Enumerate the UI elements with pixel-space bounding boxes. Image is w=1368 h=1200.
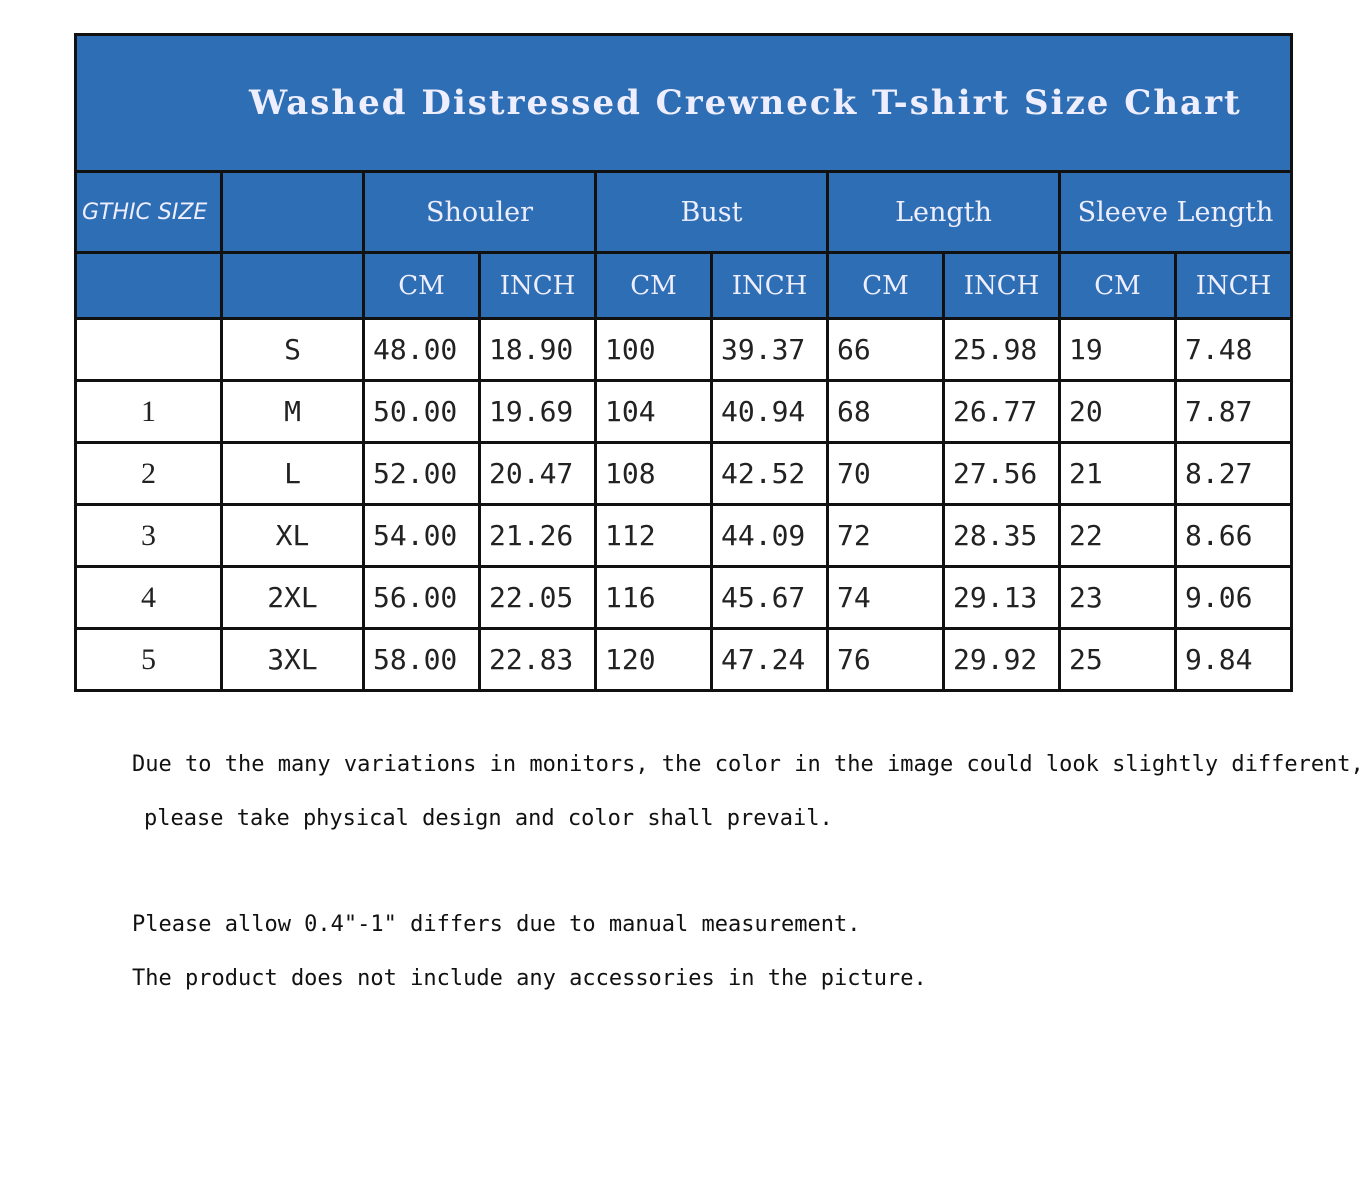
unit-header: CM (594, 251, 713, 320)
value-cell: 25 (1058, 627, 1177, 692)
empty-header (220, 170, 365, 254)
table-row: 1 M 50.00 19.69 104 40.94 68 26.77 20 7.87 (74, 379, 1294, 444)
empty-header (220, 251, 365, 320)
size-chart: Washed Distressed Crewneck T-shirt Size … (73, 33, 1294, 692)
group-bust: Bust (594, 170, 829, 254)
group-shoulder: Shouler (362, 170, 597, 254)
value-cell: 26.77 (942, 379, 1061, 444)
value-cell: 7.48 (1173, 317, 1294, 382)
row-number: 3 (74, 503, 223, 568)
value-cell: 66 (826, 317, 945, 382)
table-row: 2 L 52.00 20.47 108 42.52 70 27.56 21 8.27 (74, 441, 1294, 506)
row-number: 4 (74, 565, 223, 630)
value-cell: 74 (826, 565, 945, 630)
size-cell: L (220, 441, 365, 506)
value-cell: 39.37 (710, 317, 829, 382)
row-number: 2 (74, 441, 223, 506)
value-cell: 8.27 (1173, 441, 1294, 506)
unit-header: CM (826, 251, 945, 320)
value-cell: 52.00 (362, 441, 481, 506)
unit-header: CM (1058, 251, 1177, 320)
value-cell: 25.98 (942, 317, 1061, 382)
size-cell: M (220, 379, 365, 444)
value-cell: 9.06 (1173, 565, 1294, 630)
value-cell: 29.92 (942, 627, 1061, 692)
value-cell: 76 (826, 627, 945, 692)
value-cell: 20 (1058, 379, 1177, 444)
value-cell: 21 (1058, 441, 1177, 506)
value-cell: 56.00 (362, 565, 481, 630)
note-1: Due to the many variations in monitors, … (132, 752, 1364, 777)
value-cell: 9.84 (1173, 627, 1294, 692)
table-row: 3 XL 54.00 21.26 112 44.09 72 28.35 22 8.66 (74, 503, 1294, 568)
note-4: The product does not include any accesso… (132, 966, 927, 991)
value-cell: 23 (1058, 565, 1177, 630)
value-cell: 40.94 (710, 379, 829, 444)
value-cell: 18.90 (478, 317, 597, 382)
value-cell: 19 (1058, 317, 1177, 382)
unit-header: INCH (710, 251, 829, 320)
row-number (74, 317, 223, 382)
empty-header (74, 251, 223, 320)
table-row: 4 2XL 56.00 22.05 116 45.67 74 29.13 23 9.06 (74, 565, 1294, 630)
value-cell: 112 (594, 503, 713, 568)
size-cell: 2XL (220, 565, 365, 630)
value-cell: 7.87 (1173, 379, 1294, 444)
unit-header: INCH (478, 251, 597, 320)
value-cell: 104 (594, 379, 713, 444)
row-number: 1 (74, 379, 223, 444)
unit-header: CM (362, 251, 481, 320)
value-cell: 68 (826, 379, 945, 444)
value-cell: 108 (594, 441, 713, 506)
value-cell: 50.00 (362, 379, 481, 444)
value-cell: 19.69 (478, 379, 597, 444)
value-cell: 100 (594, 317, 713, 382)
unit-header: INCH (1173, 251, 1294, 320)
chart-title: Washed Distressed Crewneck T-shirt Size … (73, 33, 1294, 173)
value-cell: 22 (1058, 503, 1177, 568)
row-number: 5 (74, 627, 223, 692)
value-cell: 45.67 (710, 565, 829, 630)
value-cell: 20.47 (478, 441, 597, 506)
value-cell: 48.00 (362, 317, 481, 382)
value-cell: 22.05 (478, 565, 597, 630)
size-cell: XL (220, 503, 365, 568)
value-cell: 120 (594, 627, 713, 692)
value-cell: 27.56 (942, 441, 1061, 506)
value-cell: 70 (826, 441, 945, 506)
table-row: S 48.00 18.90 100 39.37 66 25.98 19 7.48 (74, 317, 1294, 382)
value-cell: 42.52 (710, 441, 829, 506)
value-cell: 8.66 (1173, 503, 1294, 568)
value-cell: 47.24 (710, 627, 829, 692)
note-2: please take physical design and color sh… (144, 806, 833, 831)
table-row: 5 3XL 58.00 22.83 120 47.24 76 29.92 25 9.84 (74, 627, 1294, 692)
value-cell: 22.83 (478, 627, 597, 692)
note-3: Please allow 0.4"-1" differs due to manu… (132, 912, 861, 937)
value-cell: 28.35 (942, 503, 1061, 568)
unit-header: INCH (942, 251, 1061, 320)
size-label: GTHIC SIZE (74, 170, 223, 254)
value-cell: 21.26 (478, 503, 597, 568)
size-table: Washed Distressed Crewneck T-shirt Size … (73, 33, 1294, 692)
group-sleeve-length: Sleeve Length (1057, 170, 1294, 254)
value-cell: 54.00 (362, 503, 481, 568)
value-cell: 72 (826, 503, 945, 568)
size-cell: S (220, 317, 365, 382)
size-cell: 3XL (220, 627, 365, 692)
group-length: Length (826, 170, 1061, 254)
value-cell: 29.13 (942, 565, 1061, 630)
value-cell: 44.09 (710, 503, 829, 568)
value-cell: 58.00 (362, 627, 481, 692)
value-cell: 116 (594, 565, 713, 630)
